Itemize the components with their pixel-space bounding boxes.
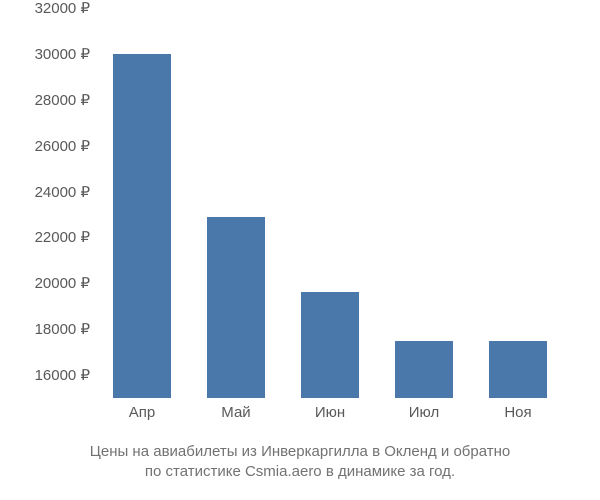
bar [489,341,547,398]
x-tick-label: Май [221,404,250,421]
y-tick-label: 18000 ₽ [35,320,90,338]
bar [301,292,359,398]
chart-caption-line2: по статистике Csmia.aero в динамике за г… [145,463,455,480]
x-tick-label: Ноя [504,404,531,421]
y-tick-label: 16000 ₽ [35,366,90,384]
y-tick-label: 24000 ₽ [35,183,90,201]
y-tick-label: 32000 ₽ [35,0,90,17]
x-tick-label: Июн [315,404,345,421]
plot-area [95,8,565,398]
y-tick-label: 20000 ₽ [35,274,90,292]
y-tick-label: 26000 ₽ [35,137,90,155]
y-axis: 16000 ₽ 18000 ₽ 20000 ₽ 22000 ₽ 24000 ₽ 26000… [0,8,90,398]
x-axis: Апр Май Июн Июл Ноя [95,404,565,428]
chart-caption: Цены на авиабилеты из Инверкаргилла в Ок… [0,442,600,483]
y-tick-label: 22000 ₽ [35,228,90,246]
price-bar-chart: 16000 ₽ 18000 ₽ 20000 ₽ 22000 ₽ 24000 ₽ 26000… [0,0,600,500]
chart-caption-line1: Цены на авиабилеты из Инверкаргилла в Ок… [90,443,510,460]
x-tick-label: Апр [129,404,155,421]
bar [207,217,265,398]
y-tick-label: 28000 ₽ [35,91,90,109]
bars-group [95,8,565,398]
bar [113,54,171,398]
bar [395,341,453,398]
y-tick-label: 30000 ₽ [35,45,90,63]
x-tick-label: Июл [409,404,439,421]
